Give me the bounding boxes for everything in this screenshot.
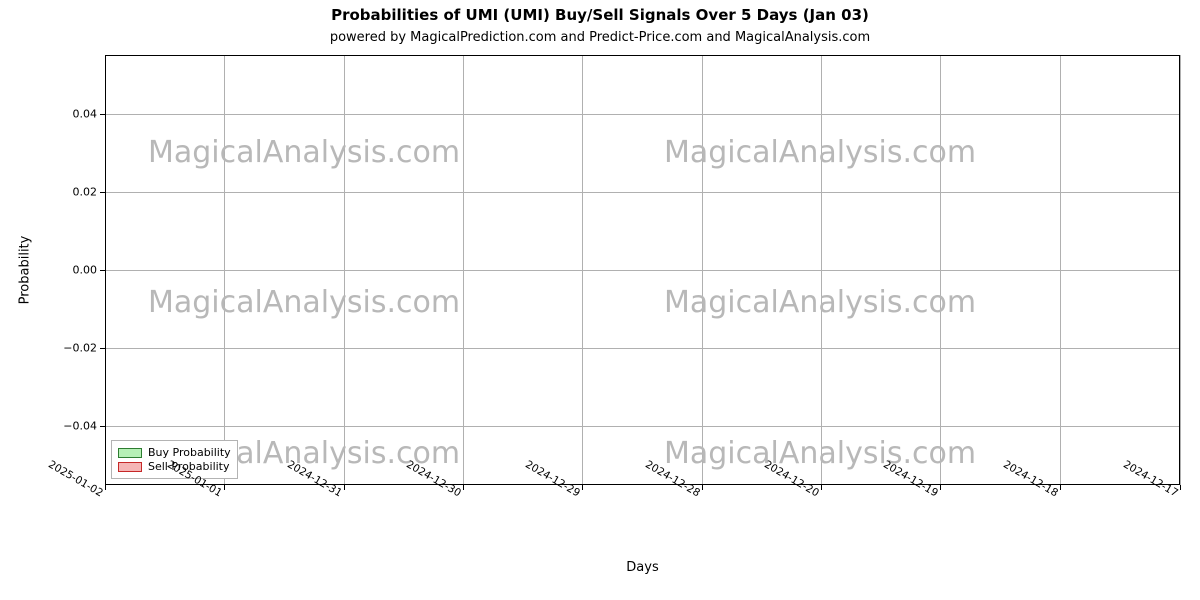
x-tick-mark — [463, 485, 464, 490]
y-tick-label: 0.00 — [73, 264, 98, 277]
y-tick-mark — [100, 426, 105, 427]
x-axis-label: Days — [626, 560, 658, 575]
plot-frame — [105, 55, 1180, 485]
x-tick-mark — [1060, 485, 1061, 490]
x-tick-mark — [344, 485, 345, 490]
y-tick-label: 0.04 — [73, 107, 98, 120]
y-tick-label: −0.04 — [63, 420, 97, 433]
x-tick-mark — [940, 485, 941, 490]
chart-subtitle: powered by MagicalPrediction.com and Pre… — [0, 30, 1200, 45]
y-tick-label: 0.02 — [73, 185, 98, 198]
x-tick-mark — [582, 485, 583, 490]
x-tick-mark — [224, 485, 225, 490]
x-tick-mark — [821, 485, 822, 490]
x-tick-mark — [702, 485, 703, 490]
y-tick-mark — [100, 114, 105, 115]
x-tick-label: 2025-01-02 — [46, 458, 105, 499]
x-tick-mark — [1180, 485, 1181, 490]
chart-container: Probabilities of UMI (UMI) Buy/Sell Sign… — [0, 0, 1200, 600]
chart-title: Probabilities of UMI (UMI) Buy/Sell Sign… — [0, 6, 1200, 24]
x-tick-mark — [105, 485, 106, 490]
plot-area: MagicalAnalysis.comMagicalAnalysis.comMa… — [105, 55, 1180, 485]
y-tick-mark — [100, 192, 105, 193]
grid-v-line — [1180, 55, 1181, 485]
y-tick-label: −0.02 — [63, 342, 97, 355]
y-tick-mark — [100, 270, 105, 271]
y-tick-mark — [100, 348, 105, 349]
y-axis-label: Probability — [18, 236, 33, 305]
